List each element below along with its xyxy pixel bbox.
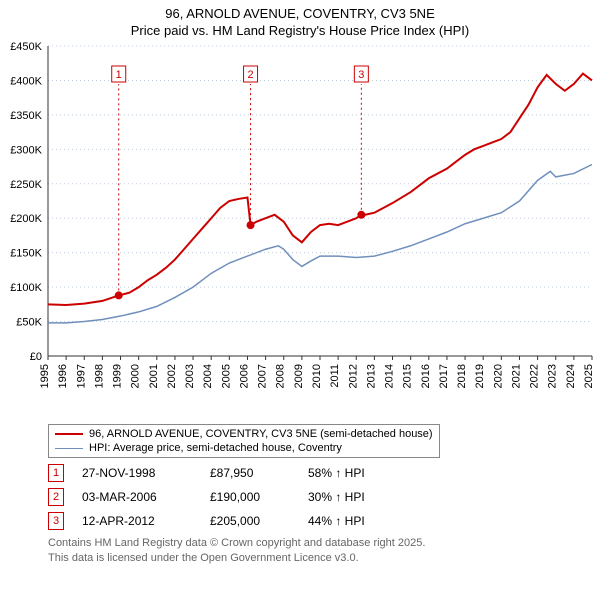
sale-marker-dot	[247, 221, 255, 229]
svg-text:2002: 2002	[166, 364, 178, 388]
svg-text:2024: 2024	[565, 364, 577, 388]
note-price: £87,950	[210, 466, 290, 480]
svg-text:1998: 1998	[93, 364, 105, 388]
svg-text:2: 2	[247, 69, 253, 81]
svg-text:£150K: £150K	[10, 247, 42, 259]
svg-text:2017: 2017	[438, 364, 450, 388]
note-delta: 44% ↑ HPI	[308, 514, 365, 528]
svg-text:1995: 1995	[39, 364, 51, 388]
svg-text:2021: 2021	[510, 364, 522, 388]
svg-text:2016: 2016	[420, 364, 432, 388]
svg-text:2000: 2000	[130, 364, 142, 388]
note-marker: 3	[48, 512, 64, 530]
svg-text:2003: 2003	[184, 364, 196, 388]
license-line-2: This data is licensed under the Open Gov…	[48, 552, 359, 564]
svg-text:2006: 2006	[238, 364, 250, 388]
svg-text:£350K: £350K	[10, 110, 42, 122]
svg-text:2011: 2011	[329, 364, 341, 388]
svg-text:2025: 2025	[583, 364, 595, 388]
note-price: £205,000	[210, 514, 290, 528]
legend-label: 96, ARNOLD AVENUE, COVENTRY, CV3 5NE (se…	[89, 427, 433, 441]
note-date: 27-NOV-1998	[82, 466, 192, 480]
svg-text:2014: 2014	[384, 364, 396, 388]
title-line-1: 96, ARNOLD AVENUE, COVENTRY, CV3 5NE	[165, 6, 435, 21]
legend-item: 96, ARNOLD AVENUE, COVENTRY, CV3 5NE (se…	[55, 427, 433, 441]
note-price: £190,000	[210, 490, 290, 504]
svg-text:3: 3	[358, 69, 364, 81]
svg-text:2022: 2022	[529, 364, 541, 388]
sale-marker-dot	[115, 291, 123, 299]
svg-text:1996: 1996	[57, 364, 69, 388]
svg-text:2015: 2015	[402, 364, 414, 388]
legend-label: HPI: Average price, semi-detached house,…	[89, 441, 342, 455]
svg-text:£400K: £400K	[10, 75, 42, 87]
note-marker: 2	[48, 488, 64, 506]
note-delta: 30% ↑ HPI	[308, 490, 365, 504]
svg-text:2001: 2001	[148, 364, 160, 388]
svg-text:2007: 2007	[257, 364, 269, 388]
license-text: Contains HM Land Registry data © Crown c…	[48, 536, 590, 565]
svg-text:2009: 2009	[293, 364, 305, 388]
chart-title: 96, ARNOLD AVENUE, COVENTRY, CV3 5NE Pri…	[0, 6, 600, 40]
svg-text:1997: 1997	[75, 364, 87, 388]
sale-note-row: 2 03-MAR-2006 £190,000 30% ↑ HPI	[48, 488, 590, 506]
note-marker: 1	[48, 464, 64, 482]
legend-swatch	[55, 433, 83, 435]
series-line	[48, 73, 592, 304]
legend: 96, ARNOLD AVENUE, COVENTRY, CV3 5NE (se…	[48, 424, 440, 459]
sale-note-row: 1 27-NOV-1998 £87,950 58% ↑ HPI	[48, 464, 590, 482]
sale-marker-dot	[357, 211, 365, 219]
svg-text:2018: 2018	[456, 364, 468, 388]
svg-text:1: 1	[116, 69, 122, 81]
svg-text:2010: 2010	[311, 364, 323, 388]
svg-text:2012: 2012	[347, 364, 359, 388]
title-line-2: Price paid vs. HM Land Registry's House …	[131, 23, 469, 38]
svg-text:£250K: £250K	[10, 179, 42, 191]
svg-text:2023: 2023	[547, 364, 559, 388]
sale-note-row: 3 12-APR-2012 £205,000 44% ↑ HPI	[48, 512, 590, 530]
svg-text:£300K: £300K	[10, 144, 42, 156]
note-date: 12-APR-2012	[82, 514, 192, 528]
svg-text:2019: 2019	[474, 364, 486, 388]
line-chart: £0 £50K £100K £150K £200K £250K £300K £350K £400…	[0, 40, 600, 420]
svg-text:£450K: £450K	[10, 41, 42, 53]
svg-text:2005: 2005	[220, 364, 232, 388]
svg-text:£200K: £200K	[10, 213, 42, 225]
series-line	[48, 164, 592, 322]
svg-text:2013: 2013	[365, 364, 377, 388]
note-date: 03-MAR-2006	[82, 490, 192, 504]
svg-text:£100K: £100K	[10, 282, 42, 294]
svg-text:2020: 2020	[492, 364, 504, 388]
svg-text:1999: 1999	[112, 364, 124, 388]
license-line-1: Contains HM Land Registry data © Crown c…	[48, 537, 425, 549]
svg-text:2004: 2004	[202, 364, 214, 388]
note-delta: 58% ↑ HPI	[308, 466, 365, 480]
svg-text:£50K: £50K	[16, 316, 42, 328]
svg-text:2008: 2008	[275, 364, 287, 388]
svg-text:£0: £0	[30, 351, 42, 363]
sale-notes: 1 27-NOV-1998 £87,950 58% ↑ HPI 2 03-MAR-2006…	[48, 464, 590, 530]
legend-item: HPI: Average price, semi-detached house,…	[55, 441, 433, 455]
chart-area: £0 £50K £100K £150K £200K £250K £300K £350K £400…	[0, 40, 600, 420]
legend-swatch	[55, 448, 83, 449]
